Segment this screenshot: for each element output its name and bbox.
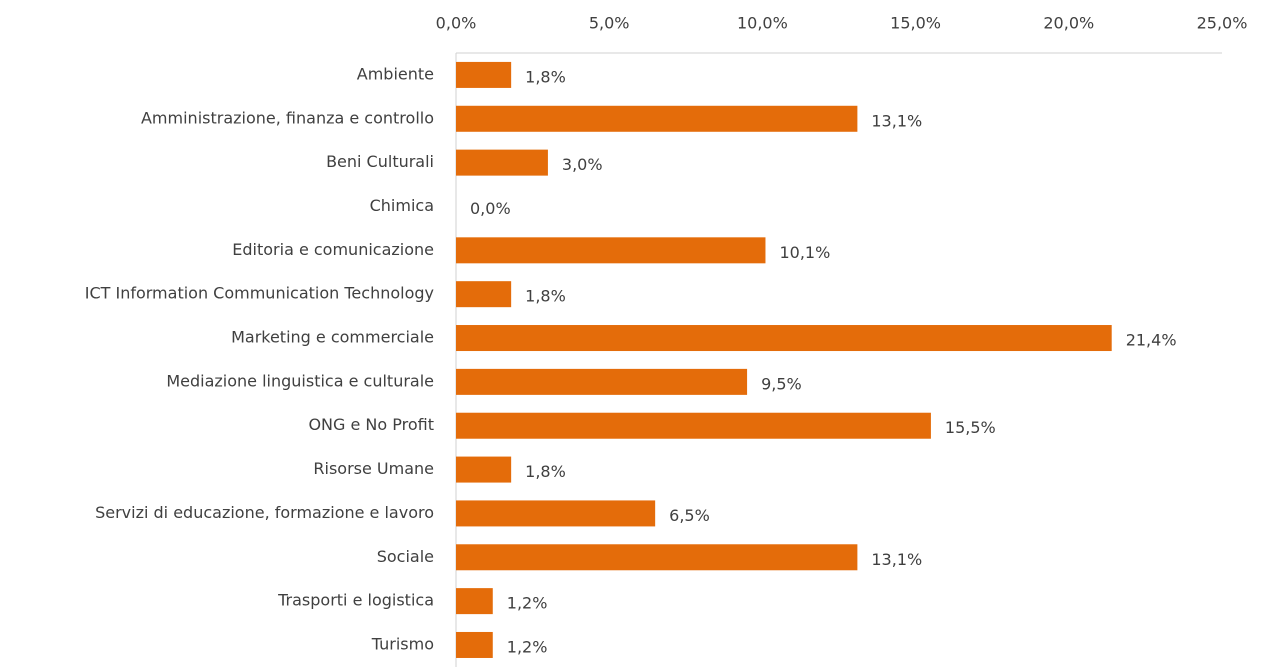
x-tick-label: 5,0% (589, 14, 630, 33)
bar (456, 588, 493, 615)
bar (456, 325, 1112, 352)
value-label: 1,2% (507, 637, 548, 656)
value-label: 15,5% (945, 418, 996, 437)
y-tick-label: Ambiente (357, 64, 434, 83)
value-label: 21,4% (1126, 331, 1177, 350)
bar (456, 544, 858, 571)
x-tick-label: 25,0% (1197, 14, 1248, 33)
value-label: 3,0% (562, 155, 603, 174)
y-tick-label: ONG e No Profit (308, 415, 434, 434)
bar (456, 149, 548, 176)
bar (456, 61, 512, 88)
bar (456, 412, 931, 439)
bar (456, 368, 748, 395)
y-tick-label: Beni Culturali (326, 152, 434, 171)
value-label: 6,5% (669, 506, 710, 525)
bar (456, 281, 512, 308)
x-tick-label: 0,0% (436, 14, 477, 33)
value-label: 1,8% (525, 67, 566, 86)
bar (456, 105, 858, 132)
value-label: 1,8% (525, 462, 566, 481)
y-tick-label: Risorse Umane (313, 459, 434, 478)
y-tick-label: Marketing e commerciale (231, 328, 434, 347)
y-tick-label: Sociale (377, 547, 434, 566)
bar (456, 237, 766, 264)
value-label: 9,5% (761, 374, 802, 393)
value-label: 13,1% (871, 550, 922, 569)
y-tick-label: Mediazione linguistica e culturale (166, 371, 434, 390)
bar (456, 500, 656, 527)
y-tick-label: Amministrazione, finanza e controllo (141, 108, 434, 127)
y-tick-label: Chimica (370, 196, 434, 215)
y-tick-label: Trasporti e logistica (277, 591, 434, 610)
value-label: 1,8% (525, 287, 566, 306)
x-tick-label: 15,0% (890, 14, 941, 33)
y-tick-label: Editoria e comunicazione (232, 240, 434, 259)
y-tick-label: Turismo (371, 634, 434, 653)
x-tick-label: 20,0% (1043, 14, 1094, 33)
bar (456, 631, 493, 658)
y-tick-label: ICT Information Communication Technology (85, 284, 434, 303)
value-label: 0,0% (470, 199, 511, 218)
value-label: 10,1% (779, 243, 830, 262)
bar (456, 456, 512, 483)
y-tick-label: Servizi di educazione, formazione e lavo… (95, 503, 434, 522)
value-label: 1,2% (507, 594, 548, 613)
x-tick-label: 10,0% (737, 14, 788, 33)
value-label: 13,1% (871, 111, 922, 130)
